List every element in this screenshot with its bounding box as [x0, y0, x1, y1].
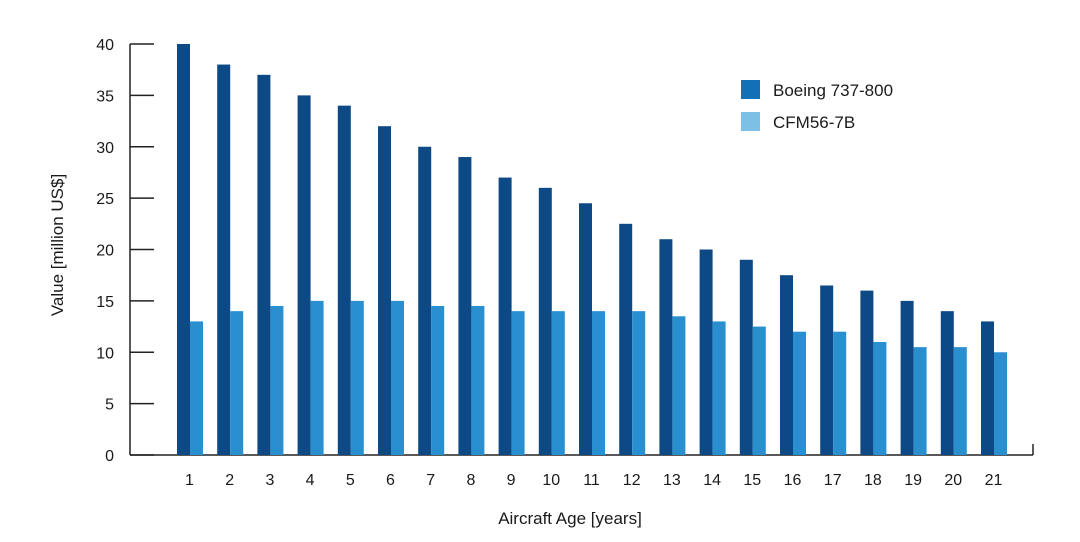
bar-boeing-737-800: [579, 203, 592, 455]
x-tick-label: 16: [784, 472, 802, 489]
bars: [177, 44, 1007, 456]
bar-cfm56-7b: [391, 300, 404, 455]
bar-boeing-737-800: [659, 239, 673, 455]
legend-swatch: [741, 80, 760, 99]
bar-boeing-737-800: [337, 105, 351, 456]
bar-boeing-737-800: [860, 290, 874, 455]
bar-boeing-737-800: [498, 177, 512, 455]
bar-boeing-737-800: [297, 95, 311, 455]
x-tick-label: 21: [985, 472, 1003, 489]
bar-boeing-737-800: [217, 64, 231, 456]
y-tick-label: 30: [96, 140, 114, 157]
bar-cfm56-7b: [431, 306, 445, 455]
x-tick-label: 1: [185, 472, 194, 489]
bar-cfm56-7b: [953, 347, 967, 455]
x-tick-label: 5: [346, 472, 355, 489]
bar-boeing-737-800: [257, 74, 271, 455]
bar-boeing-737-800: [699, 249, 713, 455]
legend-label: CFM56-7B: [773, 113, 855, 132]
x-tick-label: 18: [864, 472, 882, 489]
x-tick-label: 8: [466, 472, 475, 489]
y-tick-label: 40: [96, 37, 114, 54]
bar-cfm56-7b: [994, 352, 1007, 455]
y-tick-label: 25: [96, 191, 114, 208]
bar-cfm56-7b: [672, 316, 686, 455]
x-tick-label: 15: [743, 472, 761, 489]
y-tick-label: 35: [96, 88, 114, 105]
x-tick-label: 2: [225, 472, 234, 489]
x-axis-title: Aircraft Age [years]: [498, 509, 642, 528]
bar-cfm56-7b: [833, 331, 847, 455]
x-tick-label: 10: [542, 472, 560, 489]
bar-boeing-737-800: [820, 285, 834, 455]
bar-boeing-737-800: [177, 44, 190, 455]
x-tick-label: 11: [583, 472, 600, 489]
bar-cfm56-7b: [873, 341, 887, 455]
y-axis-title: Value [million US$]: [48, 174, 67, 316]
bar-cfm56-7b: [712, 321, 726, 455]
y-tick-label: 0: [105, 448, 114, 465]
y-tick-label: 10: [96, 345, 114, 362]
bar-cfm56-7b: [913, 347, 927, 455]
x-tick-label: 9: [507, 472, 516, 489]
x-tick-label: 14: [703, 472, 721, 489]
bar-cfm56-7b: [632, 311, 646, 455]
bar-cfm56-7b: [190, 321, 203, 455]
y-tick-label: 5: [105, 397, 114, 414]
x-tick-label: 17: [824, 472, 842, 489]
legend: Boeing 737-800 CFM56-7B: [741, 80, 893, 132]
x-tick-label: 7: [426, 472, 435, 489]
bar-cfm56-7b: [310, 300, 324, 455]
x-tick-label: 20: [944, 472, 962, 489]
bar-boeing-737-800: [981, 321, 994, 455]
y-tick-label: 20: [96, 243, 114, 260]
bar-cfm56-7b: [793, 331, 806, 455]
bar-cfm56-7b: [752, 326, 766, 455]
bar-boeing-737-800: [940, 311, 954, 455]
bar-cfm56-7b: [270, 306, 284, 455]
bar-cfm56-7b: [551, 311, 565, 455]
bar-boeing-737-800: [900, 300, 914, 455]
legend-swatch: [741, 112, 760, 131]
y-axis: 0 5 10 15 20 25 30 35 40: [96, 37, 154, 465]
bar-cfm56-7b: [511, 311, 525, 455]
bar-boeing-737-800: [458, 157, 472, 455]
x-tick-label: 13: [663, 472, 681, 489]
bar-boeing-737-800: [378, 126, 391, 455]
bar-boeing-737-800: [739, 259, 753, 455]
legend-label: Boeing 737-800: [773, 81, 893, 100]
bar-boeing-737-800: [619, 223, 633, 455]
x-tick-label: 4: [306, 472, 315, 489]
bar-cfm56-7b: [350, 300, 364, 455]
x-tick-label: 19: [904, 472, 922, 489]
bar-cfm56-7b: [471, 306, 485, 455]
x-tick-label: 12: [623, 472, 641, 489]
bar-boeing-737-800: [780, 275, 793, 455]
bar-cfm56-7b: [230, 311, 244, 455]
bar-boeing-737-800: [538, 187, 552, 455]
x-tick-label: 3: [265, 472, 274, 489]
bar-boeing-737-800: [418, 146, 432, 455]
y-tick-label: 15: [96, 294, 114, 311]
bar-cfm56-7b: [592, 311, 605, 455]
x-tick-label: 6: [386, 472, 395, 489]
